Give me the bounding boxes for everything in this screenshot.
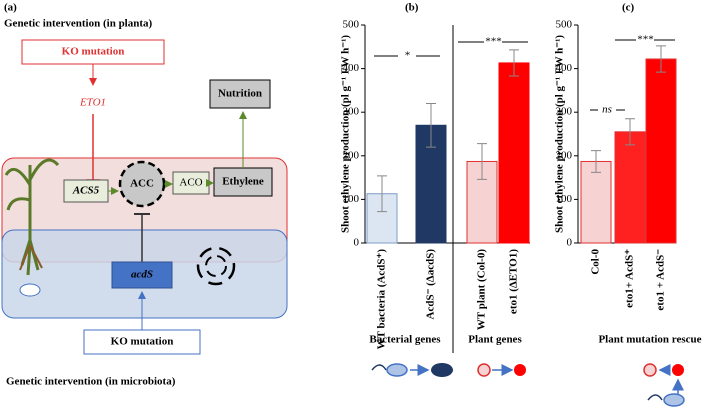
y-tick-label: 200 [343, 149, 360, 161]
y-tick-label: 100 [343, 193, 360, 205]
ethylene: Ethylene [222, 176, 264, 188]
x-tick-label: WT plant (Col-0) [476, 249, 488, 330]
cycle-icon [205, 255, 227, 277]
error-bar [377, 175, 387, 213]
x-tick-label: WT bacteria (AcdS⁺) [376, 249, 388, 350]
group-label: Plant genes [468, 334, 522, 346]
x-tick-label: eto1 (ΔETO1) [508, 249, 520, 314]
root-icon [19, 244, 43, 271]
diagram-title: Genetic intervention (in microbiota) [6, 376, 176, 388]
error-bar [477, 143, 487, 180]
aco: ACO [179, 177, 202, 189]
error-bar [426, 102, 436, 148]
ko-box [83, 329, 201, 355]
eto1: ETO1 [79, 97, 106, 109]
y-tick-label: 400 [556, 62, 573, 74]
ko-label: KO mutation [111, 336, 174, 348]
bar [645, 58, 677, 244]
nutrition: Nutrition [218, 88, 262, 100]
sig-label: * [404, 50, 410, 62]
y-tick-label: 300 [556, 106, 573, 118]
bar [498, 62, 530, 244]
panel-label: (b) [405, 2, 419, 14]
group-label: Bacterial genes [369, 334, 441, 346]
x-tick-label: AcdS⁻ (ΔacdS) [425, 249, 437, 320]
sig-label: *** [637, 34, 654, 46]
y-axis-label: Shoot ethylene production (pl g⁻¹ FW h⁻¹… [340, 35, 352, 233]
y-axis-label: Shoot ethylene production (pl g⁻¹ FW h⁻¹… [554, 35, 566, 233]
y-tick-label: 100 [556, 193, 573, 205]
error-bar [509, 49, 519, 77]
y-tick-label: 400 [343, 62, 360, 74]
y-tick-label: 0 [567, 237, 573, 249]
acc: ACC [130, 178, 154, 190]
diagram-title: Genetic intervention (in planta) [4, 18, 153, 30]
sig-label: ns [602, 104, 612, 116]
y-tick-label: 500 [556, 19, 573, 31]
y-tick-label: 500 [343, 19, 360, 31]
microbe-icon [19, 283, 41, 297]
panel-label: (c) [622, 2, 635, 14]
error-bar [656, 45, 666, 73]
error-bar [625, 118, 635, 146]
error-bar [591, 150, 601, 173]
y-tick-label: 200 [556, 149, 573, 161]
bar [614, 131, 646, 244]
diagram: (a) Genetic intervention (in planta) KO … [1, 2, 288, 388]
acds: acdS [131, 269, 153, 281]
icons [371, 363, 685, 407]
group-label: Plant mutation rescue [598, 334, 701, 346]
x-tick-label: eto1 + AcdS⁻ [655, 249, 667, 311]
y-tick-label: 300 [343, 106, 360, 118]
nutrition-box [209, 79, 271, 109]
y-tick-label: 0 [354, 237, 360, 249]
sig-label: *** [485, 36, 502, 48]
bar [580, 160, 612, 244]
acds-box [111, 261, 173, 289]
x-tick-label: Col-0 [590, 249, 602, 275]
x-tick-label: eto1+ AcdS⁺ [624, 249, 636, 308]
cycle-icon [196, 246, 236, 286]
panel-label: (a) [4, 2, 17, 14]
acs5: ACS5 [72, 185, 100, 197]
ko-label: KO mutation [62, 46, 125, 58]
